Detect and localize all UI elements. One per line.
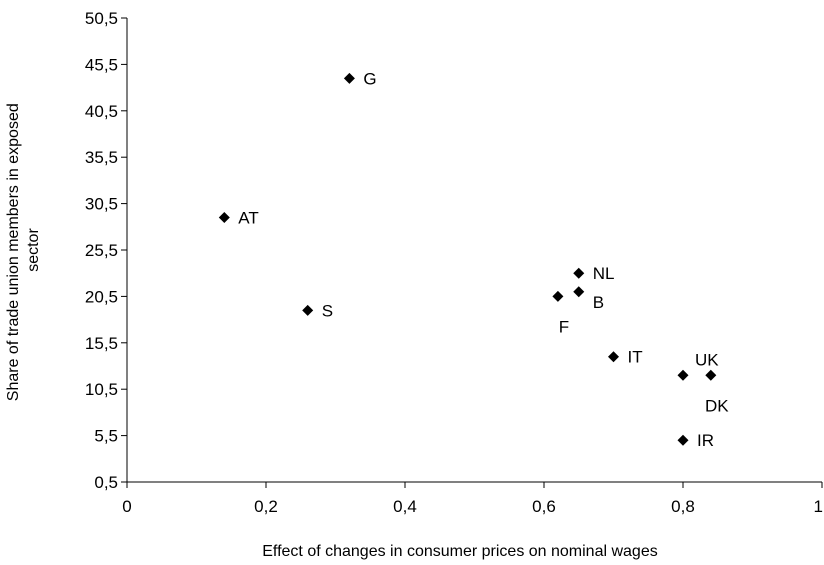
- data-label-at: AT: [238, 209, 258, 228]
- y-axis: 0,5 5,5 10,5 15,5 20,5 25,5 30,5 35,5 40,5 45,5 50…: [85, 9, 127, 492]
- data-points: G AT S NL B F IT UK DK IR: [219, 69, 729, 450]
- y-axis-title: Share of trade union members in exposed …: [5, 99, 42, 401]
- data-point-s: [302, 305, 313, 316]
- data-label-uk: UK: [695, 350, 719, 369]
- data-label-dk: DK: [705, 396, 729, 415]
- y-tick-label: 35,5: [85, 148, 118, 167]
- data-label-g: G: [363, 69, 376, 88]
- y-tick-label: 0,5: [94, 473, 118, 492]
- x-axis: 0 0,2 0,4 0,6 0,8 1: [122, 482, 823, 516]
- data-point-f: [552, 291, 563, 302]
- data-point-dk: [705, 370, 716, 381]
- data-point-g: [344, 73, 355, 84]
- data-point-nl: [573, 268, 584, 279]
- x-tick-label: 0: [122, 497, 131, 516]
- x-axis-title: Effect of changes in consumer prices on …: [262, 543, 657, 560]
- y-tick-label: 5,5: [94, 427, 118, 446]
- data-label-ir: IR: [697, 431, 714, 450]
- x-tick-label: 0,2: [254, 497, 278, 516]
- data-label-s: S: [322, 301, 333, 320]
- y-tick-label: 10,5: [85, 380, 118, 399]
- data-label-f: F: [559, 317, 569, 336]
- y-axis-title-line-1: Share of trade union members in exposed: [5, 103, 22, 401]
- x-tick-label: 0,6: [532, 497, 556, 516]
- data-point-it: [608, 351, 619, 362]
- y-tick-label: 50,5: [85, 9, 118, 28]
- data-point-uk: [678, 370, 689, 381]
- data-label-nl: NL: [593, 264, 615, 283]
- x-tick-label: 0,4: [393, 497, 417, 516]
- y-tick-label: 30,5: [85, 195, 118, 214]
- y-tick-label: 40,5: [85, 102, 118, 121]
- y-axis-title-line-2: sector: [25, 228, 42, 272]
- y-tick-label: 20,5: [85, 287, 118, 306]
- data-point-at: [219, 212, 230, 223]
- x-tick-label: 1: [814, 497, 823, 516]
- data-point-b: [573, 286, 584, 297]
- y-tick-label: 45,5: [85, 55, 118, 74]
- x-tick-label: 0,8: [671, 497, 695, 516]
- data-point-ir: [678, 435, 689, 446]
- y-tick-label: 15,5: [85, 334, 118, 353]
- data-label-b: B: [593, 293, 604, 312]
- y-tick-label: 25,5: [85, 241, 118, 260]
- data-label-it: IT: [628, 348, 643, 367]
